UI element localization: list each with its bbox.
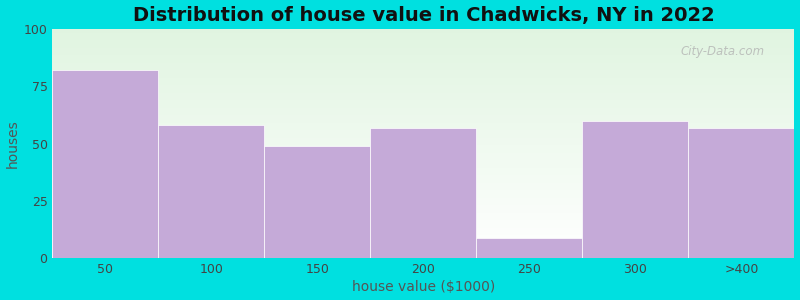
X-axis label: house value ($1000): house value ($1000): [352, 280, 495, 294]
Bar: [265, 146, 370, 258]
Bar: [477, 238, 582, 258]
Bar: [370, 128, 477, 258]
Text: City-Data.com: City-Data.com: [681, 45, 765, 58]
Bar: [158, 125, 265, 258]
Bar: [582, 121, 689, 258]
Bar: [53, 70, 158, 258]
Y-axis label: houses: houses: [6, 119, 19, 168]
Title: Distribution of house value in Chadwicks, NY in 2022: Distribution of house value in Chadwicks…: [133, 6, 714, 25]
Bar: [689, 128, 794, 258]
